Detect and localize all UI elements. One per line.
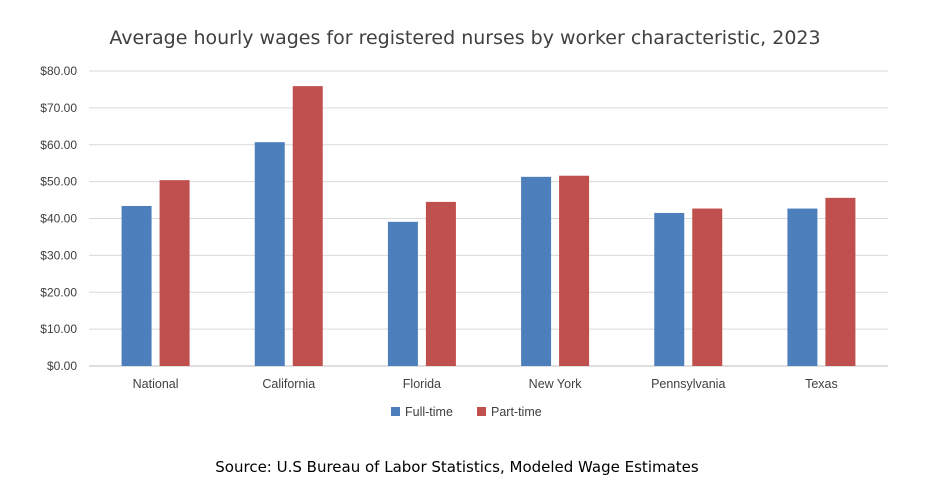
y-tick-label: $10.00 (40, 322, 77, 336)
x-tick-label: Texas (805, 377, 838, 391)
bar-part-time-new-york (559, 175, 590, 366)
legend-swatch (391, 407, 400, 416)
x-tick-label: Pennsylvania (651, 377, 725, 391)
y-tick-label: $20.00 (40, 285, 77, 299)
legend-label: Full-time (405, 405, 453, 419)
bar-full-time-california (254, 142, 285, 366)
y-tick-label: $70.00 (40, 101, 77, 115)
bar-part-time-national (159, 180, 190, 366)
chart-title: Average hourly wages for registered nurs… (109, 27, 820, 49)
x-tick-label: Florida (403, 377, 441, 391)
legend: Full-time Part-time (391, 405, 542, 419)
legend-swatch (477, 407, 486, 416)
y-tick-label: $0.00 (47, 359, 77, 373)
bar-full-time-florida (387, 221, 418, 366)
bar-part-time-california (292, 86, 323, 367)
y-tick-label: $80.00 (40, 64, 77, 78)
y-tick-label: $40.00 (40, 212, 77, 226)
source-note: Source: U.S Bureau of Labor Statistics, … (215, 458, 699, 476)
bar-part-time-florida (425, 201, 456, 366)
bar-full-time-pennsylvania (654, 212, 685, 366)
x-tick-label: National (133, 377, 179, 391)
y-tick-label: $50.00 (40, 175, 77, 189)
bars (121, 86, 856, 367)
y-tick-label: $60.00 (40, 138, 77, 152)
x-axis-ticks: National California Florida New York Pennsyl… (133, 377, 838, 391)
bar-part-time-pennsylvania (692, 208, 723, 366)
y-tick-label: $30.00 (40, 248, 77, 262)
x-tick-label: New York (529, 377, 583, 391)
x-tick-label: California (262, 377, 315, 391)
gridlines (89, 70, 888, 367)
y-axis-ticks: $0.00 $10.00 $20.00 $30.00 $40.00 $50.00 $60.0… (40, 64, 77, 373)
bar-full-time-texas (787, 208, 818, 366)
bar-full-time-new-york (521, 176, 552, 366)
legend-label: Part-time (491, 405, 542, 419)
bar-full-time-national (121, 205, 152, 366)
bar-part-time-texas (825, 197, 856, 366)
